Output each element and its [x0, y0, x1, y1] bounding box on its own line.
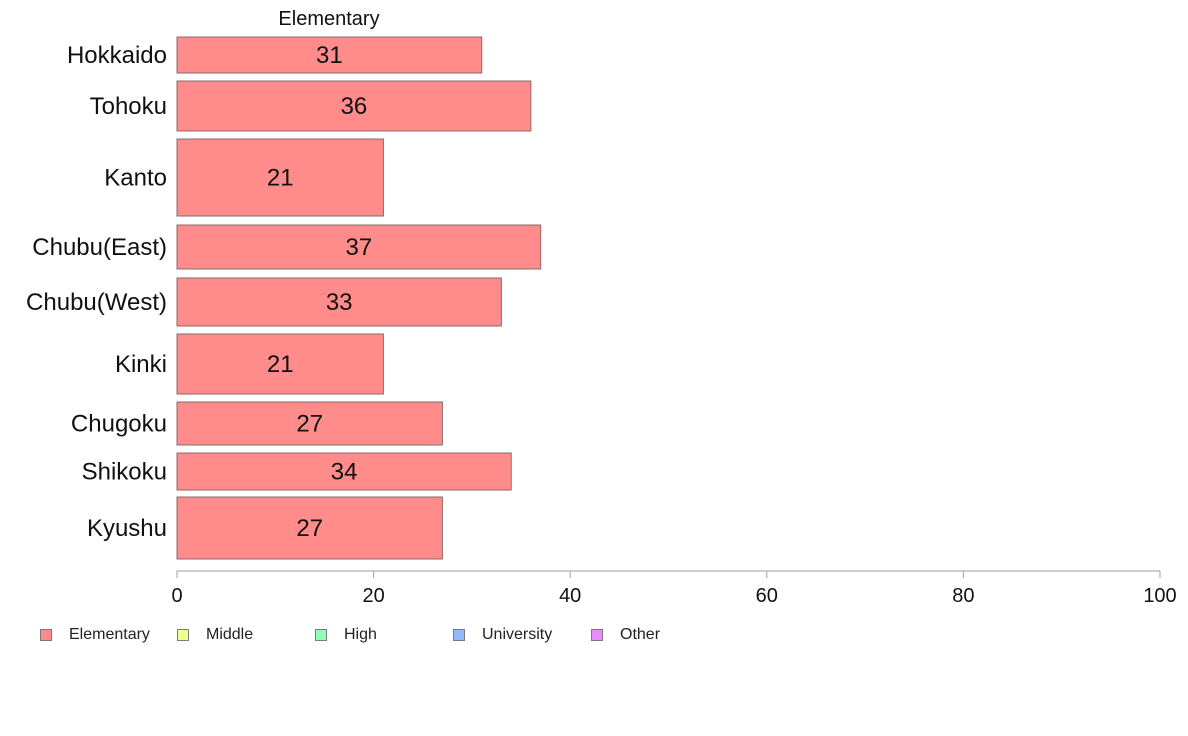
category-label: Chubu(West) — [26, 289, 167, 316]
legend-label: University — [482, 626, 553, 643]
bar-tohoku — [176, 80, 532, 132]
legend-item: University — [453, 624, 552, 646]
category-label: Shikoku — [82, 459, 167, 486]
category-label: Chubu(East) — [32, 234, 167, 261]
legend-swatch — [315, 629, 327, 641]
bar-chubu-east — [176, 224, 542, 270]
legend-label: High — [344, 626, 377, 643]
bar-value-label: 37 — [346, 234, 373, 261]
bar-value-label: 21 — [267, 165, 294, 192]
legend-item: Elementary — [40, 624, 150, 646]
legend: Elementary Middle High University Other — [0, 624, 1188, 646]
bar-value-label: 27 — [296, 515, 323, 542]
chart-title: Elementary — [278, 8, 379, 30]
bar-kinki — [176, 333, 384, 395]
bar-chubu-west — [176, 277, 502, 327]
x-axis: 0 20 40 60 80 100 — [171, 570, 1177, 607]
bar-value-label: 36 — [341, 93, 368, 120]
bar-value-label: 21 — [267, 351, 294, 378]
category-label: Kinki — [115, 351, 167, 378]
bar-kyushu — [176, 496, 443, 560]
x-tick-label: 40 — [559, 585, 581, 607]
bar-value-label: 34 — [331, 459, 358, 486]
legend-swatch — [177, 629, 189, 641]
x-tick-label: 80 — [952, 585, 974, 607]
bar-value-label: 27 — [296, 411, 323, 438]
x-tick-label: 100 — [1143, 585, 1176, 607]
bar-value-label: 33 — [326, 289, 353, 316]
category-label: Kanto — [104, 165, 167, 192]
bar-hokkaido — [176, 36, 483, 74]
legend-item: High — [315, 624, 377, 646]
bar-kanto — [176, 138, 384, 217]
legend-item: Other — [591, 624, 660, 646]
x-tick-label: 20 — [362, 585, 384, 607]
legend-swatch — [591, 629, 603, 641]
bars-layer: 31 Hokkaido 36 Tohoku 21 Kanto 37 Chubu(East) 33… — [26, 36, 542, 560]
bar-shikoku — [176, 452, 512, 491]
legend-swatch — [453, 629, 465, 641]
x-tick-label: 60 — [756, 585, 778, 607]
category-label: Chugoku — [71, 411, 167, 438]
legend-label: Middle — [206, 626, 254, 643]
bar-value-label: 31 — [316, 42, 343, 69]
category-label: Kyushu — [87, 515, 167, 542]
category-label: Hokkaido — [67, 42, 167, 69]
category-label: Tohoku — [90, 93, 167, 120]
legend-swatch — [40, 629, 52, 641]
x-tick-label: 0 — [171, 585, 182, 607]
legend-label: Elementary — [69, 626, 150, 643]
legend-label: Other — [620, 626, 661, 643]
legend-item: Middle — [177, 624, 253, 646]
bar-chugoku — [176, 401, 443, 446]
